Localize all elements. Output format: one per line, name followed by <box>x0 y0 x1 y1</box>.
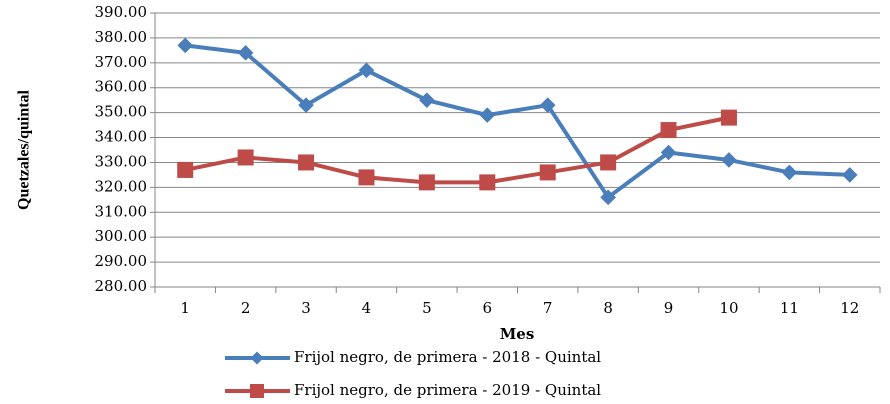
x-tick-label: 2 <box>241 299 251 317</box>
data-point <box>419 92 435 108</box>
x-tick-label: 11 <box>780 299 799 317</box>
x-tick-label: 12 <box>840 299 859 317</box>
data-point <box>177 161 194 178</box>
x-tick-label: 4 <box>362 299 372 317</box>
data-point <box>479 107 496 123</box>
data-point <box>660 144 677 161</box>
y-tick-label: 380.00 <box>95 28 148 46</box>
y-tick-label: 320.00 <box>95 177 148 195</box>
data-point <box>660 122 677 139</box>
y-tick-label: 370.00 <box>95 53 148 71</box>
x-axis-label: Mes <box>500 325 535 343</box>
y-tick-label: 350.00 <box>95 103 148 121</box>
y-tick-label: 310.00 <box>95 202 148 220</box>
data-point <box>781 164 798 181</box>
legend-marker <box>250 384 264 398</box>
series-line <box>184 43 850 200</box>
legend-label: Frijol negro, de primera - 2018 - Quinta… <box>294 348 601 366</box>
data-point <box>600 154 617 171</box>
x-tick-label: 8 <box>603 299 613 317</box>
x-tick-label: 9 <box>664 299 674 317</box>
data-point <box>237 45 254 61</box>
data-point <box>479 174 496 191</box>
x-tick-label: 1 <box>180 299 190 317</box>
x-tick-label: 3 <box>301 299 311 317</box>
y-tick-label: 280.00 <box>95 277 148 295</box>
x-tick-label: 5 <box>422 299 432 317</box>
data-point <box>177 37 194 54</box>
y-axis-label: Quetzales/quintal <box>16 89 33 210</box>
data-point <box>358 169 375 186</box>
y-tick-label: 290.00 <box>95 252 148 270</box>
data-point <box>539 164 556 181</box>
y-tick-label: 300.00 <box>95 227 148 245</box>
data-point <box>600 189 616 206</box>
legend-label: Frijol negro, de primera - 2019 - Quinta… <box>294 381 601 399</box>
legend-marker <box>250 351 264 365</box>
y-tick-label: 360.00 <box>95 78 148 96</box>
data-point <box>841 167 858 183</box>
data-point <box>720 109 737 126</box>
data-point <box>721 152 737 168</box>
y-tick-label: 340.00 <box>95 128 148 146</box>
data-point <box>418 174 435 191</box>
y-tick-label: 390.00 <box>95 3 148 21</box>
data-point <box>298 97 314 113</box>
data-point <box>237 149 254 166</box>
data-point <box>358 62 375 79</box>
x-tick-label: 6 <box>483 299 493 317</box>
data-point <box>539 97 556 113</box>
series-line <box>184 115 730 185</box>
x-tick-label: 10 <box>719 299 738 317</box>
x-tick-label: 7 <box>543 299 553 317</box>
data-point <box>298 154 315 171</box>
y-tick-label: 330.00 <box>95 152 148 170</box>
